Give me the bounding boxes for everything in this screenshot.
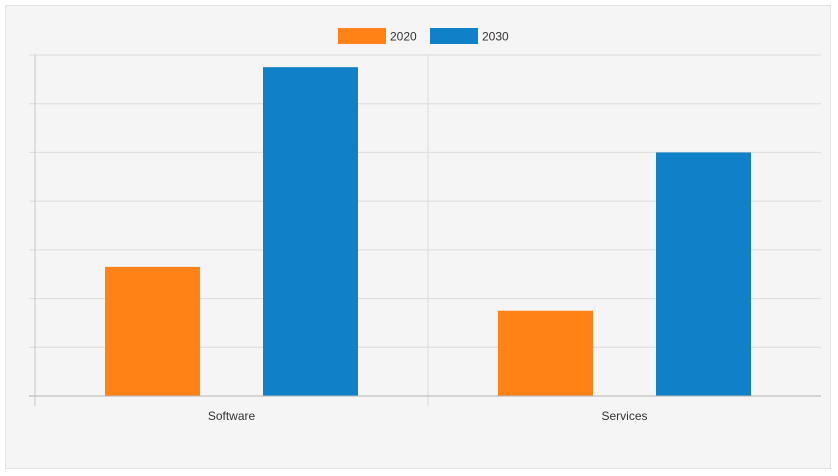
x-tick-label: Services bbox=[601, 409, 647, 423]
axes: Software Services bbox=[29, 55, 821, 423]
legend-label-2020[interactable]: 2020 bbox=[390, 30, 417, 44]
bar-2020-software[interactable] bbox=[105, 266, 200, 396]
legend-swatch-2030[interactable] bbox=[430, 28, 478, 44]
bar-chart: Software Services 2020 2030 bbox=[29, 28, 821, 423]
bar-2030-software[interactable] bbox=[263, 67, 358, 396]
bar-2020-services[interactable] bbox=[498, 310, 593, 396]
legend-swatch-2020[interactable] bbox=[338, 28, 386, 44]
bars bbox=[105, 67, 751, 396]
legend-label-2030[interactable]: 2030 bbox=[482, 30, 509, 44]
bar-2030-services[interactable] bbox=[656, 152, 751, 396]
legend[interactable]: 2020 2030 bbox=[338, 28, 509, 44]
chart-frame: Software Services 2020 2030 bbox=[5, 5, 831, 469]
x-tick-label: Software bbox=[208, 409, 256, 423]
